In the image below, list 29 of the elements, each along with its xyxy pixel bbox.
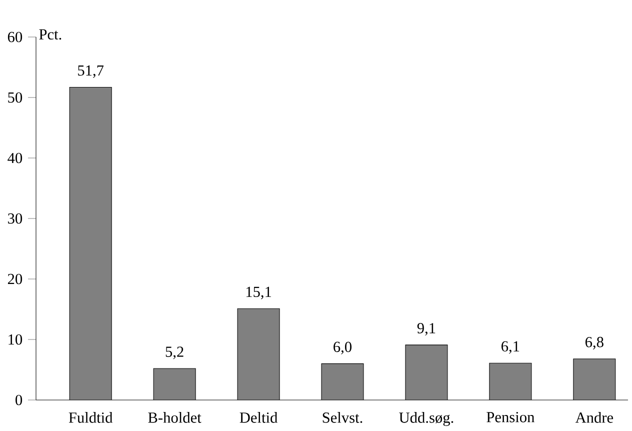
x-tick-label: B-holdet [148,412,202,423]
y-tick-label: 60 [8,32,22,42]
data-label: 6,8 [585,336,604,350]
x-tick-label: Deltid [240,412,278,423]
y-tick-label: 10 [8,334,22,345]
data-label: 6,0 [334,342,352,354]
y-tick-label: 50 [8,92,22,103]
bar [489,363,532,400]
bar [573,358,616,400]
y-tick-label: 0 [16,394,22,406]
bar [322,364,364,400]
data-label: 15,1 [246,286,272,300]
data-label: 6,1 [502,341,520,354]
bar [154,368,196,400]
x-tick-label: Fuldtid [68,412,113,423]
y-axis-title: Pct. [39,29,62,40]
x-tick-label: Pension [486,412,534,422]
x-tick-label: Andre [575,412,614,423]
data-label: 51,7 [78,65,104,78]
bar [70,87,112,400]
x-tick-label: Selvst. [322,412,362,423]
bar [238,308,280,400]
bar [405,344,448,400]
y-tick-label: 30 [8,213,22,224]
y-tick-label: 20 [8,274,22,284]
data-label: 5,2 [166,346,184,360]
y-tick-label: 40 [8,152,22,164]
data-label: 9,1 [417,323,436,336]
x-tick-label: Udd.søg. [399,412,454,426]
